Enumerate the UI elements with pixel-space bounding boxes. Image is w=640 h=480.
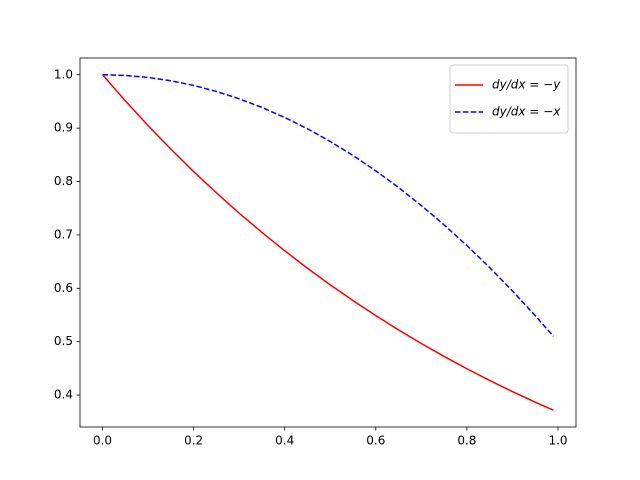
- x-tick-label: 0.8: [457, 434, 476, 448]
- x-tick-label: 1.0: [548, 434, 567, 448]
- plot-frame: [79, 57, 577, 428]
- x-tick-label: 0.4: [275, 434, 294, 448]
- x-tick-label: 0.2: [184, 434, 203, 448]
- x-tick-label: 0.6: [366, 434, 385, 448]
- x-tick-label: 0.0: [93, 434, 112, 448]
- legend-label: dy/dx = −y: [492, 78, 561, 92]
- y-tick-label: 0.4: [54, 388, 73, 402]
- line-series: [102, 74, 555, 337]
- legend-label: dy/dx = −x: [492, 105, 561, 119]
- y-tick-label: 0.7: [54, 227, 73, 241]
- line-series: [101, 74, 554, 411]
- y-tick-label: 1.0: [54, 67, 73, 81]
- y-tick-label: 0.6: [54, 281, 73, 295]
- y-tick-label: 0.9: [54, 121, 73, 135]
- y-tick-label: 0.8: [54, 174, 73, 188]
- legend-box: [449, 64, 569, 134]
- y-tick-label: 0.5: [54, 334, 73, 348]
